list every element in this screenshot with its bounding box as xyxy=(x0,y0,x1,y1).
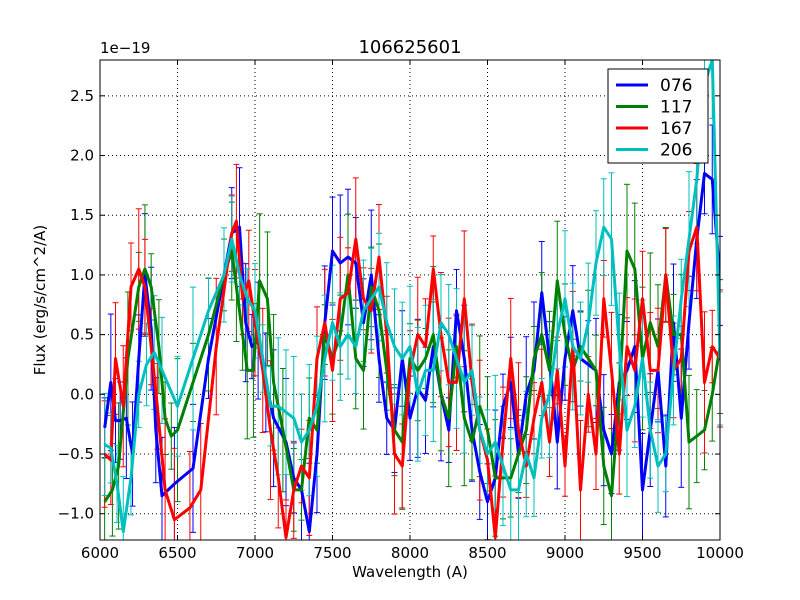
chart-title: 106625601 xyxy=(358,37,461,58)
y-offset-text: 1e−19 xyxy=(100,39,150,57)
y-tick-label: 1.0 xyxy=(70,266,94,284)
x-tick-label: 8500 xyxy=(468,544,506,562)
y-tick-label: 0.0 xyxy=(70,385,94,403)
x-tick-label: 7000 xyxy=(236,544,274,562)
y-tick-label: −0.5 xyxy=(58,445,94,463)
legend-label-117: 117 xyxy=(660,98,692,118)
y-tick-label: 2.0 xyxy=(70,147,94,165)
ticks: 6000 6500 7000 7500 8000 8500 9000 9500 10000 −1.… xyxy=(58,60,744,562)
x-axis-label: Wavelength (A) xyxy=(352,563,468,581)
y-tick-label: 0.5 xyxy=(70,326,94,344)
series-lines xyxy=(103,60,720,540)
x-tick-label: 6500 xyxy=(158,544,196,562)
legend-label-076: 076 xyxy=(660,76,692,96)
x-tick-label: 8000 xyxy=(391,544,429,562)
legend-label-167: 167 xyxy=(660,119,692,139)
series-line-167 xyxy=(103,219,720,540)
y-tick-label: −1.0 xyxy=(58,505,94,523)
y-tick-label: 2.5 xyxy=(70,87,94,105)
x-tick-label: 6000 xyxy=(81,544,119,562)
legend-label-206: 206 xyxy=(660,141,692,161)
x-tick-label: 9000 xyxy=(546,544,584,562)
x-tick-label: 9500 xyxy=(623,544,661,562)
y-axis-label: Flux (erg/s/cm^2/A) xyxy=(31,225,49,376)
x-tick-label: 10000 xyxy=(696,544,744,562)
series-line-206 xyxy=(103,60,720,534)
x-tick-label: 7500 xyxy=(313,544,351,562)
y-tick-label: 1.5 xyxy=(70,206,94,224)
